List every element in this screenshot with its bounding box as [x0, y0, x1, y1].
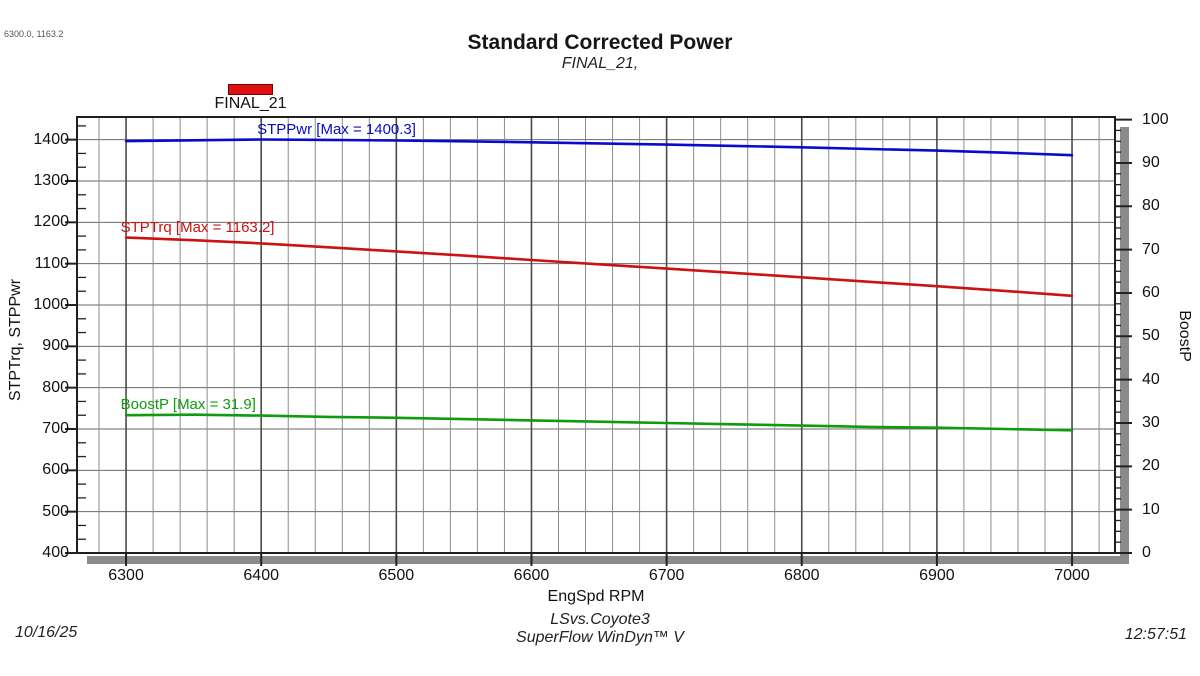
plot-frame [76, 116, 1116, 554]
x-tick-label: 6300 [108, 567, 144, 584]
y-left-tick-label: 800 [42, 378, 69, 396]
y-left-tick-label: 1400 [33, 130, 69, 148]
y-left-tick-label: 900 [42, 337, 69, 355]
chart-subtitle: FINAL_21, [561, 55, 639, 72]
y-right-tick-label: 70 [1142, 240, 1160, 258]
footer-session: LSvs.Coyote3 [550, 611, 650, 628]
footer-time: 12:57:51 [1124, 626, 1187, 643]
chart-title: Standard Corrected Power [467, 31, 733, 54]
plot-shadow-bottom [87, 556, 1129, 564]
y-right-tick-label: 90 [1142, 153, 1160, 171]
y-axis-right-title: BoostP [1176, 310, 1193, 362]
x-tick-label: 6900 [919, 567, 955, 584]
curve-stppwr [124, 138, 1074, 157]
y-right-tick-label: 60 [1142, 283, 1160, 301]
x-tick-label: 6600 [513, 567, 550, 584]
x-tick-label: 6700 [648, 567, 685, 584]
footer-software: SuperFlow WinDyn™ V [516, 629, 684, 646]
y-right-tick-label: 30 [1142, 413, 1160, 431]
y-left-tick-label: 1200 [33, 213, 69, 231]
curve-stptrq [124, 236, 1074, 298]
plot-shadow-right [1120, 127, 1129, 564]
x-tick-label: 6800 [783, 567, 820, 584]
curve-label-stptrq: STPTrq [Max = 1163.2] [120, 218, 275, 236]
curve-label-stppwr: STPPwr [Max = 1400.3] [257, 120, 416, 138]
footer-date: 10/16/25 [15, 624, 78, 641]
y-right-tick-label: 40 [1142, 370, 1160, 388]
y-right-tick-label: 20 [1142, 457, 1160, 475]
y-right-tick-label: 50 [1142, 327, 1160, 345]
curve-label-boostp: BoostP [Max = 31.9] [120, 395, 256, 413]
y-left-tick-label: 700 [42, 419, 69, 437]
x-tick-label: 6500 [378, 567, 415, 584]
y-left-tick-label: 500 [42, 502, 69, 520]
legend-label: FINAL_21 [214, 95, 287, 112]
y-right-tick-label: 80 [1142, 197, 1160, 215]
y-right-tick-label: 0 [1142, 544, 1151, 561]
y-right-tick-label: 10 [1142, 500, 1160, 518]
x-axis-title: EngSpd RPM [547, 588, 645, 605]
y-left-tick-label: 400 [42, 544, 69, 561]
y-left-tick-label: 1000 [33, 295, 69, 313]
y-right-tick-label: 100 [1142, 110, 1169, 128]
y-left-tick-label: 1100 [34, 254, 69, 272]
x-tick-label: 7000 [1054, 567, 1090, 584]
plot-area[interactable] [65, 116, 1132, 566]
x-tick-label: 6400 [243, 567, 279, 584]
legend-swatch[interactable] [228, 84, 273, 95]
cursor-readout: 6300.0, 1163.2 [4, 29, 64, 39]
y-left-tick-label: 600 [42, 461, 69, 479]
y-left-tick-label: 1300 [33, 171, 69, 189]
curve-boostp [124, 413, 1074, 432]
